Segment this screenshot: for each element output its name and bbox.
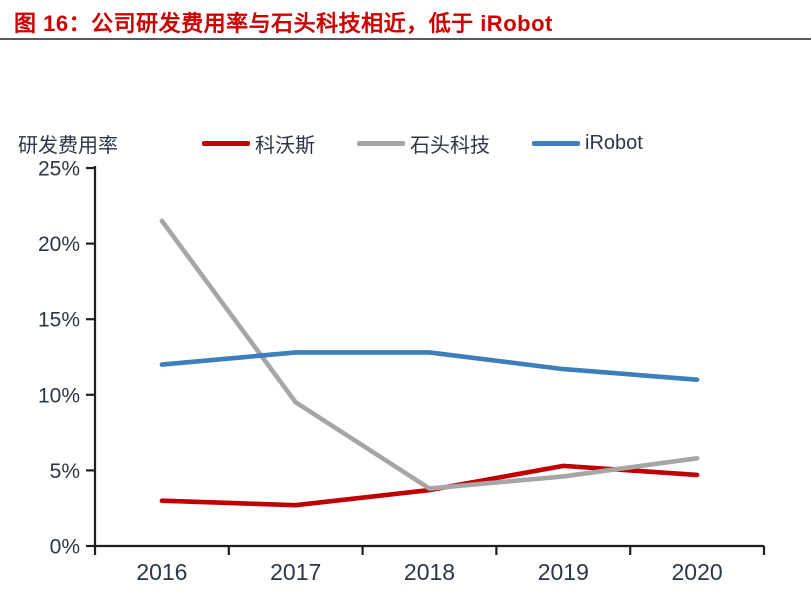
legend-row: 研发费用率 科沃斯 石头科技 iRobot	[18, 129, 798, 158]
y-tick-label: 15%	[38, 309, 80, 332]
legend-item-roborock: 石头科技	[357, 129, 490, 158]
x-tick-label: 2016	[136, 559, 187, 585]
y-tick-label: 20%	[38, 233, 80, 256]
y-tick-label: 0%	[50, 536, 80, 559]
legend-label: iRobot	[585, 131, 643, 154]
legend-swatch-red-line	[202, 140, 250, 146]
title-divider	[0, 38, 811, 40]
x-tick-label: 2017	[270, 559, 321, 585]
y-tick-label: 10%	[38, 384, 80, 407]
chart-legend: 科沃斯 石头科技 iRobot	[202, 129, 643, 158]
series-line-0	[159, 463, 700, 508]
series-line-1	[159, 218, 700, 491]
x-tick-label: 2018	[404, 559, 455, 585]
legend-label: 石头科技	[410, 134, 490, 157]
y-tick-label: 25%	[38, 158, 80, 181]
figure-title: 图 16：公司研发费用率与石头科技相近，低于 iRobot	[14, 11, 553, 36]
legend-swatch-gray-line	[357, 140, 405, 146]
series-line-2	[159, 350, 700, 382]
x-tick-label: 2019	[538, 559, 589, 585]
y-tick-label: 5%	[50, 460, 80, 483]
y-axis-title: 研发费用率	[18, 134, 118, 157]
legend-label: 科沃斯	[255, 134, 315, 157]
legend-item-irobot: iRobot	[532, 132, 643, 155]
x-tick-label: 2020	[672, 559, 723, 585]
legend-item-ecovacs: 科沃斯	[202, 129, 315, 158]
legend-swatch-blue-line	[532, 140, 580, 146]
